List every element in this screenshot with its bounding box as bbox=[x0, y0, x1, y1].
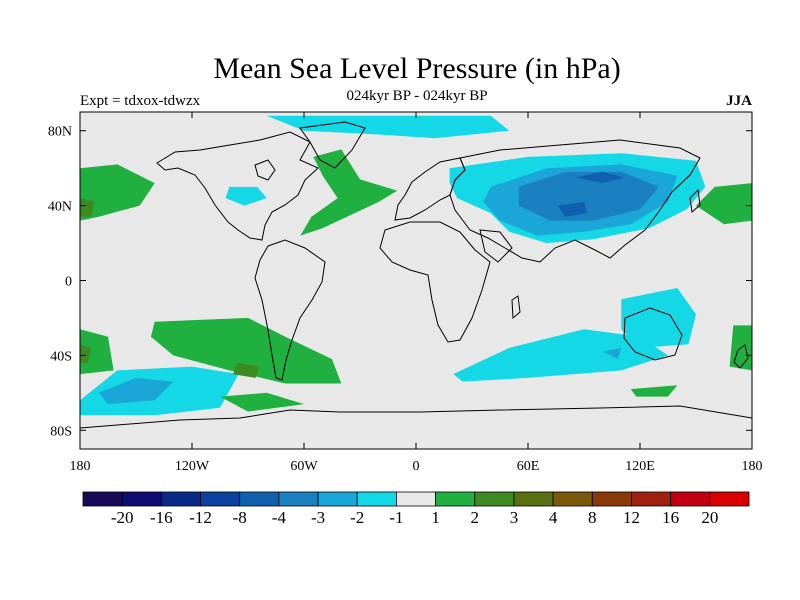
colorbar-label: -1 bbox=[389, 508, 403, 527]
colorbar-label: 16 bbox=[662, 508, 679, 527]
colorbar-swatch bbox=[435, 491, 476, 507]
colorbar: -20 -16 -12 -8 -4 -3 -2 -1 1 2 3 4 8 12 16 20 bbox=[82, 491, 750, 527]
coastline-new-zealand bbox=[733, 344, 749, 369]
colorbar-swatch bbox=[631, 491, 672, 507]
anomaly-region-22 bbox=[630, 385, 678, 397]
anomaly-region-15 bbox=[150, 317, 342, 384]
anomaly-region-12 bbox=[80, 164, 155, 221]
anomaly-region-5 bbox=[574, 171, 626, 184]
lat-tick-label: 80N bbox=[48, 125, 72, 140]
colorbar-label: -12 bbox=[189, 508, 212, 527]
colorbar-swatch bbox=[396, 491, 436, 507]
coastline-madagascar bbox=[511, 295, 521, 320]
lon-tick-label: 60W bbox=[290, 459, 318, 474]
colorbar-swatch bbox=[591, 491, 632, 507]
anomaly-region-13 bbox=[696, 183, 752, 225]
coastline-greenland bbox=[299, 121, 366, 169]
lat-tick-label: 40N bbox=[48, 200, 72, 215]
colorbar-label: -8 bbox=[233, 508, 247, 527]
lon-tick-label: 0 bbox=[413, 459, 420, 474]
colorbar-swatch bbox=[317, 491, 358, 507]
colorbar-swatch bbox=[239, 491, 280, 507]
lat-tick-label: 80S bbox=[50, 424, 72, 439]
anomaly-region-19 bbox=[80, 344, 92, 363]
coastlines bbox=[80, 121, 752, 429]
coastline-south-america bbox=[254, 239, 326, 381]
coastline-africa bbox=[379, 221, 491, 343]
coastline-australia bbox=[623, 307, 683, 361]
anomaly-region-14 bbox=[300, 149, 398, 236]
colorbar-swatch bbox=[670, 491, 711, 507]
coastline-antarctica bbox=[80, 405, 752, 429]
colorbar-label: 8 bbox=[588, 508, 597, 527]
lon-tick-label: 180 bbox=[742, 459, 763, 474]
anomaly-region-11 bbox=[98, 377, 174, 405]
experiment-label: Expt = tdxox-tdwzx bbox=[80, 93, 201, 109]
colorbar-swatch bbox=[160, 491, 201, 507]
anomaly-region-17 bbox=[80, 329, 114, 375]
anomaly-region-20 bbox=[80, 198, 95, 217]
coastline-arabia bbox=[479, 229, 513, 263]
colorbar-label: -16 bbox=[150, 508, 173, 527]
season-label: JJA bbox=[726, 93, 752, 109]
colorbar-label: 3 bbox=[510, 508, 519, 527]
anomaly-region-4 bbox=[518, 171, 659, 221]
colorbar-label: 12 bbox=[623, 508, 640, 527]
colorbar-swatch bbox=[200, 491, 241, 507]
anomaly-region-9 bbox=[602, 347, 622, 360]
anomaly-region-7 bbox=[621, 288, 696, 348]
anomaly-region-1 bbox=[225, 186, 267, 206]
map-axes: 80N 40N 0 40S 80S 180 120W 60W 0 60E 120E 180 bbox=[48, 112, 763, 474]
coastline-asia bbox=[449, 139, 701, 263]
colorbar-label: -2 bbox=[350, 508, 364, 527]
colorbar-swatch bbox=[278, 491, 319, 507]
colorbar-swatch bbox=[552, 491, 593, 507]
anomaly-region-21 bbox=[220, 392, 304, 412]
lat-tick-label: 0 bbox=[65, 275, 72, 290]
lon-tick-label: 120W bbox=[175, 459, 210, 474]
colorbar-swatch bbox=[709, 491, 750, 507]
coastline-hudson-bay bbox=[254, 159, 276, 181]
colorbar-swatch bbox=[513, 491, 554, 507]
colorbar-label: -4 bbox=[272, 508, 287, 527]
coastline-japan bbox=[689, 188, 701, 213]
chart-subtitle: 024kyr BP - 024kyr BP bbox=[346, 88, 488, 104]
lon-tick-label: 180 bbox=[70, 459, 91, 474]
colorbar-swatch bbox=[82, 491, 123, 507]
colorbar-label: 1 bbox=[431, 508, 440, 527]
colorbar-label: 2 bbox=[471, 508, 480, 527]
colorbar-label: 4 bbox=[549, 508, 558, 527]
anomaly-region-6 bbox=[557, 201, 588, 217]
colorbar-label: -3 bbox=[311, 508, 325, 527]
lon-tick-label: 60E bbox=[517, 459, 540, 474]
colorbar-swatch bbox=[356, 491, 397, 507]
coastline-north-america bbox=[156, 131, 319, 241]
lat-tick-label: 40S bbox=[50, 349, 72, 364]
colorbar-swatch bbox=[474, 491, 515, 507]
colorbar-swatch bbox=[121, 491, 162, 507]
anomaly-region-8 bbox=[453, 329, 668, 382]
anomaly-region-16 bbox=[233, 362, 260, 378]
colorbar-label: -20 bbox=[111, 508, 134, 527]
anomaly-region-0 bbox=[266, 115, 510, 139]
lon-tick-label: 120E bbox=[625, 459, 655, 474]
chart-title: Mean Sea Level Pressure (in hPa) bbox=[213, 52, 621, 85]
colorbar-label: 20 bbox=[701, 508, 718, 527]
